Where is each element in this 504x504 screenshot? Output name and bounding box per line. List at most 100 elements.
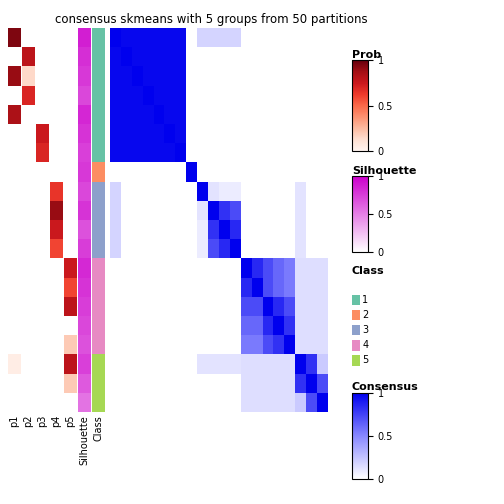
Bar [64,67,77,86]
Bar [78,278,91,297]
Bar [64,28,77,47]
Bar [50,316,63,335]
Bar [8,335,21,354]
Bar [8,181,21,201]
Bar [92,67,105,86]
Bar [78,67,91,86]
Bar [22,28,35,47]
Bar [8,373,21,393]
X-axis label: p1: p1 [10,415,20,427]
Bar [36,297,49,316]
Bar [64,354,77,373]
Bar [92,86,105,105]
Bar [36,86,49,105]
Bar [78,28,91,47]
Bar [22,220,35,239]
Text: 2: 2 [362,310,368,320]
Bar [64,393,77,412]
Bar [50,220,63,239]
Bar [50,239,63,259]
Text: 5: 5 [362,355,368,365]
Bar [50,278,63,297]
Bar [64,201,77,220]
Bar [22,297,35,316]
Bar [50,181,63,201]
Bar [64,220,77,239]
Bar [36,67,49,86]
Bar [352,309,360,321]
Bar [92,335,105,354]
Bar [352,294,360,305]
Bar [92,373,105,393]
Bar [8,143,21,162]
Bar [8,316,21,335]
Bar [8,220,21,239]
Bar [22,239,35,259]
Text: consensus skmeans with 5 groups from 50 partitions: consensus skmeans with 5 groups from 50 … [55,13,368,26]
Bar [92,124,105,143]
Bar [50,259,63,278]
Bar [92,354,105,373]
Bar [22,278,35,297]
Bar [92,201,105,220]
Bar [92,143,105,162]
Bar [50,201,63,220]
Bar [36,47,49,67]
X-axis label: Silhouette: Silhouette [80,415,89,465]
Bar [36,143,49,162]
Bar [36,124,49,143]
Bar [36,278,49,297]
Bar [352,355,360,366]
Bar [22,105,35,124]
Bar [50,67,63,86]
Bar [50,47,63,67]
Bar [92,393,105,412]
Bar [78,239,91,259]
Bar [64,239,77,259]
Bar [8,297,21,316]
Bar [8,259,21,278]
Bar [352,325,360,336]
Bar [22,67,35,86]
Bar [92,28,105,47]
Bar [78,297,91,316]
Bar [8,393,21,412]
Bar [92,181,105,201]
Text: 1: 1 [362,295,368,305]
Text: Consensus: Consensus [352,383,419,392]
Bar [8,105,21,124]
Bar [64,297,77,316]
Bar [78,181,91,201]
Text: 4: 4 [362,340,368,350]
Bar [92,47,105,67]
X-axis label: p3: p3 [37,415,47,427]
Bar [64,259,77,278]
Bar [50,28,63,47]
Bar [8,162,21,181]
Bar [64,47,77,67]
Bar [22,354,35,373]
Bar [64,335,77,354]
Bar [352,340,360,351]
Bar [50,335,63,354]
Bar [22,316,35,335]
Bar [36,28,49,47]
Bar [64,373,77,393]
Bar [36,220,49,239]
Bar [8,124,21,143]
Text: 3: 3 [362,325,368,335]
Bar [36,373,49,393]
Bar [78,373,91,393]
Bar [8,47,21,67]
Bar [36,354,49,373]
Bar [50,354,63,373]
Bar [92,220,105,239]
Bar [36,259,49,278]
Text: Prob: Prob [352,50,381,59]
X-axis label: p4: p4 [51,415,61,427]
Bar [36,105,49,124]
Bar [92,259,105,278]
Bar [78,393,91,412]
Bar [92,105,105,124]
Bar [36,181,49,201]
